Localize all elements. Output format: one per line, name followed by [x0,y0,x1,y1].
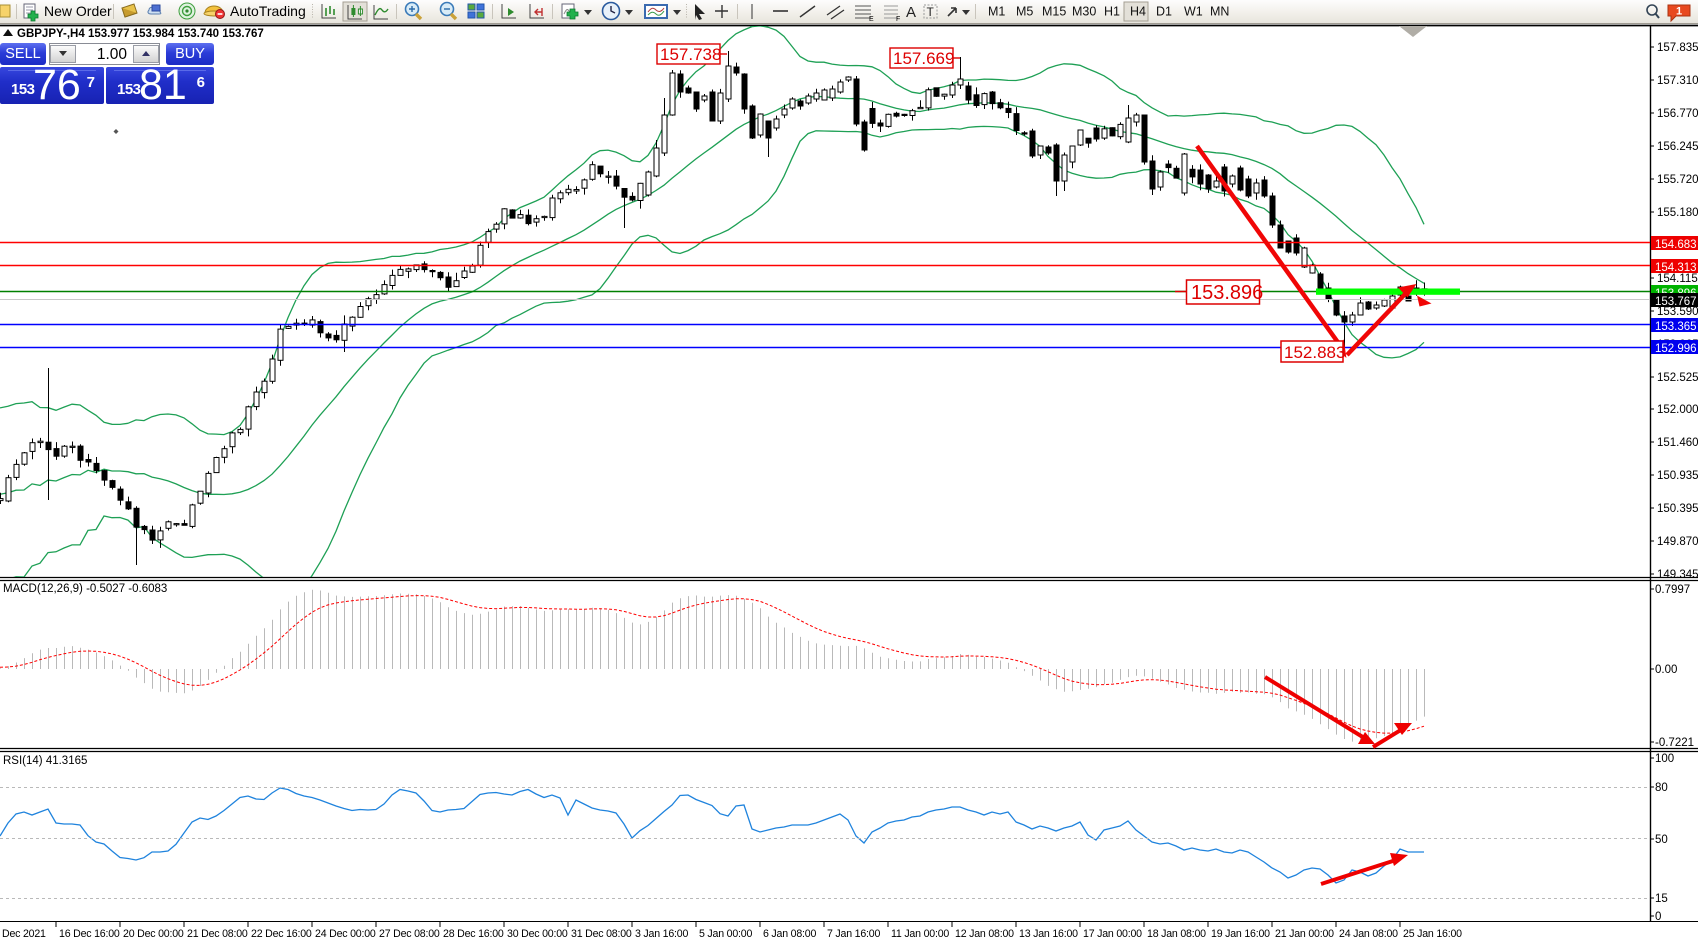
svg-text:MN: MN [1210,5,1229,19]
svg-text:153.590: 153.590 [1657,306,1698,318]
svg-text:22 Dec 16:00: 22 Dec 16:00 [251,928,312,940]
svg-text:155.180: 155.180 [1657,207,1698,219]
svg-text:153.896: 153.896 [1191,282,1263,304]
svg-text:M1: M1 [988,5,1005,19]
svg-text:31 Dec 08:00: 31 Dec 08:00 [571,928,632,940]
svg-text:21 Jan 00:00: 21 Jan 00:00 [1275,928,1334,940]
svg-text:1: 1 [1676,6,1682,18]
svg-text:24 Dec 00:00: 24 Dec 00:00 [315,928,376,940]
svg-text:152.996: 152.996 [1655,343,1697,355]
svg-text:D1: D1 [1156,5,1172,19]
svg-text:157.310: 157.310 [1657,75,1698,87]
svg-text:157.835: 157.835 [1657,42,1698,54]
svg-text:17 Jan 00:00: 17 Jan 00:00 [1083,928,1142,940]
svg-text:153.767: 153.767 [1655,296,1697,308]
svg-text:151.460: 151.460 [1657,437,1698,449]
svg-text:155.720: 155.720 [1657,174,1698,186]
svg-text:25 Jan 16:00: 25 Jan 16:00 [1403,928,1462,940]
svg-text:100: 100 [1655,753,1674,765]
svg-text:6 Jan 08:00: 6 Jan 08:00 [763,928,816,940]
svg-text:MACD(12,26,9) -0.5027 -0.6083: MACD(12,26,9) -0.5027 -0.6083 [3,583,167,595]
svg-text:154.313: 154.313 [1655,262,1697,274]
svg-text:0: 0 [1655,911,1661,923]
svg-text:150.395: 150.395 [1657,503,1698,515]
svg-text:28 Dec 16:00: 28 Dec 16:00 [443,928,504,940]
svg-text:AutoTrading: AutoTrading [230,3,306,19]
svg-text:21 Dec 08:00: 21 Dec 08:00 [187,928,248,940]
svg-text:M5: M5 [1016,5,1033,19]
svg-text:15: 15 [1655,893,1668,905]
svg-text:30 Dec 00:00: 30 Dec 00:00 [507,928,568,940]
svg-text:E: E [869,16,874,23]
svg-text:152.525: 152.525 [1657,372,1698,384]
svg-text:0.00: 0.00 [1655,664,1677,676]
svg-text:20 Dec 00:00: 20 Dec 00:00 [123,928,184,940]
svg-text:5 Jan 00:00: 5 Jan 00:00 [699,928,752,940]
svg-text:GBPJPY-,H4 153.977 153.984 15: GBPJPY-,H4 153.977 153.984 153.740 153.7… [17,28,264,40]
svg-text:M30: M30 [1072,5,1096,19]
svg-text:7 Jan 16:00: 7 Jan 16:00 [827,928,880,940]
svg-text:152.883: 152.883 [1284,343,1345,362]
svg-text:154.115: 154.115 [1657,273,1698,285]
svg-text:T: T [927,5,935,19]
svg-text:-0.7221: -0.7221 [1655,737,1694,749]
svg-text:157.738: 157.738 [660,45,721,64]
svg-text:154.683: 154.683 [1655,239,1697,251]
svg-text:19 Jan 16:00: 19 Jan 16:00 [1211,928,1270,940]
svg-text:18 Jan 08:00: 18 Jan 08:00 [1147,928,1206,940]
svg-text:F: F [896,16,900,23]
svg-text:156.245: 156.245 [1657,141,1698,153]
svg-text:New Order: New Order [44,3,112,19]
svg-text:157.669: 157.669 [893,49,954,68]
svg-text:152.000: 152.000 [1657,404,1698,416]
svg-text:16 Dec 16:00: 16 Dec 16:00 [59,928,120,940]
svg-text:12 Jan 08:00: 12 Jan 08:00 [955,928,1014,940]
svg-text:80: 80 [1655,782,1668,794]
svg-text:H4: H4 [1130,5,1146,19]
svg-text:153.365: 153.365 [1655,321,1697,333]
svg-text:Dec 2021: Dec 2021 [2,928,46,940]
svg-text:13 Jan 16:00: 13 Jan 16:00 [1019,928,1078,940]
svg-text:11 Jan 00:00: 11 Jan 00:00 [891,928,949,940]
svg-text:156.770: 156.770 [1657,108,1698,120]
svg-text:149.870: 149.870 [1657,536,1698,548]
svg-text:150.935: 150.935 [1657,470,1698,482]
svg-text:0.7997: 0.7997 [1655,584,1690,596]
svg-text:3 Jan 16:00: 3 Jan 16:00 [635,928,688,940]
svg-text:H1: H1 [1104,5,1120,19]
svg-text:W1: W1 [1184,5,1203,19]
svg-text:27 Dec 08:00: 27 Dec 08:00 [379,928,440,940]
svg-text:RSI(14) 41.3165: RSI(14) 41.3165 [3,755,87,767]
svg-text:149.345: 149.345 [1657,569,1698,581]
svg-text:24 Jan 08:00: 24 Jan 08:00 [1339,928,1398,940]
svg-text:M15: M15 [1042,5,1066,19]
svg-text:50: 50 [1655,834,1668,846]
svg-text:A: A [906,4,916,21]
